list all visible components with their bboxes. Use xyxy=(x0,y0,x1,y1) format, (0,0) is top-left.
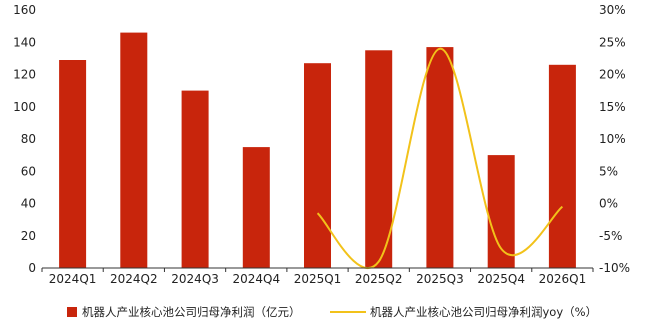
x-tick-label-2026Q1: 2026Q1 xyxy=(539,272,587,286)
right-tick-label: -10% xyxy=(599,261,630,275)
right-tick-label: 0% xyxy=(599,197,618,211)
left-tick-label: 100 xyxy=(13,100,36,114)
bar-2024Q2 xyxy=(120,32,148,268)
legend-label-bar: 机器人产业核心池公司归母净利润（亿元） xyxy=(82,305,301,319)
x-tick-label-2025Q3: 2025Q3 xyxy=(416,272,464,286)
left-tick-label: 80 xyxy=(21,132,36,146)
right-tick-label: -5% xyxy=(599,229,622,243)
right-tick-label: 5% xyxy=(599,164,618,178)
left-tick-label: 40 xyxy=(21,197,36,211)
x-tick-label-2024Q1: 2024Q1 xyxy=(49,272,97,286)
right-tick-label: 15% xyxy=(599,100,626,114)
bar-2025Q3 xyxy=(426,47,454,268)
right-tick-label: 20% xyxy=(599,68,626,82)
bar-2026Q1 xyxy=(548,64,576,268)
right-tick-label: 10% xyxy=(599,132,626,146)
left-tick-label: 120 xyxy=(13,68,36,82)
left-tick-label: 160 xyxy=(13,3,36,17)
bar-2025Q2 xyxy=(365,50,393,268)
bar-2024Q1 xyxy=(59,60,87,268)
right-axis-ticks: -10% -5% 0% 5% 10% 15% 20% 25% 30% xyxy=(599,3,630,275)
x-tick-label-2024Q3: 2024Q3 xyxy=(171,272,219,286)
left-tick-label: 0 xyxy=(28,261,36,275)
bar-2024Q4 xyxy=(242,147,270,268)
right-tick-label: 25% xyxy=(599,35,626,49)
x-tick-label-2025Q4: 2025Q4 xyxy=(477,272,525,286)
x-tick-label-2025Q1: 2025Q1 xyxy=(294,272,342,286)
legend-label-line: 机器人产业核心池公司归母净利润yoy（%） xyxy=(370,305,597,319)
x-tick-label-2025Q2: 2025Q2 xyxy=(355,272,403,286)
legend-swatch-bar xyxy=(67,307,77,317)
bars-group xyxy=(59,32,576,269)
x-axis-ticks: 2024Q1 2024Q2 2024Q3 2024Q4 2025Q1 2025Q2 2025… xyxy=(41,268,594,286)
x-tick-label-2024Q4: 2024Q4 xyxy=(232,272,280,286)
legend: 机器人产业核心池公司归母净利润（亿元） 机器人产业核心池公司归母净利润yoy（%… xyxy=(67,305,597,319)
right-tick-label: 30% xyxy=(599,3,626,17)
yoy-line-group xyxy=(316,47,564,270)
x-tick-label-2024Q2: 2024Q2 xyxy=(110,272,158,286)
left-axis-ticks: 0 20 40 60 80 100 120 140 160 xyxy=(13,3,36,275)
left-tick-label: 20 xyxy=(21,229,36,243)
bar-2024Q3 xyxy=(181,90,209,268)
left-tick-label: 60 xyxy=(21,164,36,178)
bar-2025Q4 xyxy=(487,155,515,268)
left-tick-label: 140 xyxy=(13,35,36,49)
bar-2025Q1 xyxy=(304,63,331,269)
